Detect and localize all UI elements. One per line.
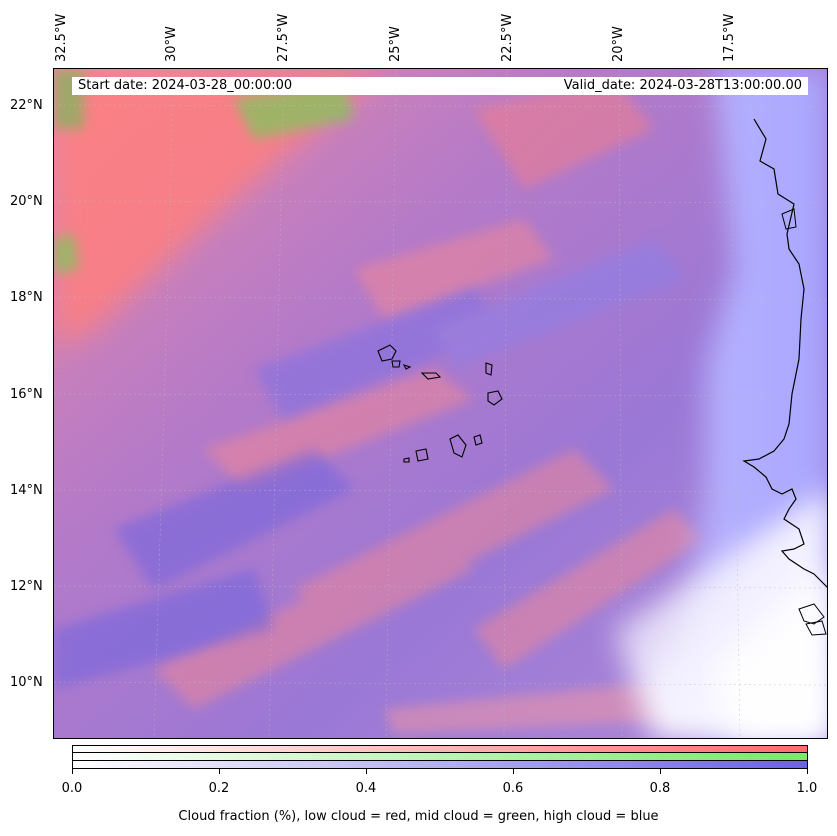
lon-label: 22.5°W	[500, 13, 515, 62]
lon-label: 25°W	[388, 26, 403, 62]
colorbar-tickmark	[366, 769, 367, 774]
lat-label: 18°N	[10, 290, 43, 305]
colorbar-tickmark	[807, 769, 808, 774]
lat-label: 20°N	[10, 194, 43, 209]
coastline-africa	[742, 118, 827, 588]
coastline-island	[798, 603, 825, 625]
cloud-fraction-map	[53, 68, 828, 739]
lon-label: 20°W	[611, 26, 626, 62]
colorbar-mid-cloud	[73, 753, 807, 761]
lon-label: 30°W	[164, 26, 179, 62]
coastline-island	[805, 620, 827, 636]
colorbar-tickmark	[219, 769, 220, 774]
colorbar-tickmark	[513, 769, 514, 774]
colorbar	[72, 745, 808, 769]
colorbar-tick-label: 0.0	[61, 781, 83, 796]
colorbar-low-cloud	[73, 746, 807, 754]
lat-label: 10°N	[10, 675, 43, 690]
lon-label: 27.5°W	[276, 13, 291, 62]
lat-label: 16°N	[10, 387, 43, 402]
valid-date-label: Valid_date: 2024-03-28T13:00:00.00	[557, 77, 808, 95]
colorbar-tick-label: 0.4	[355, 781, 377, 796]
lon-label: 17.5°W	[722, 13, 737, 62]
lat-label: 12°N	[10, 579, 43, 594]
colorbar-tick-label: 0.8	[649, 781, 671, 796]
lat-label: 14°N	[10, 483, 43, 498]
colorbar-tickmark	[660, 769, 661, 774]
colorbar-tick-label: 0.6	[502, 781, 524, 796]
colorbar-label: Cloud fraction (%), low cloud = red, mid…	[178, 809, 659, 824]
start-date-label: Start date: 2024-03-28_00:00:00	[72, 77, 299, 95]
cape-verde-islands	[377, 344, 503, 463]
lat-label: 22°N	[10, 98, 43, 113]
graticule	[54, 69, 827, 738]
colorbar-tickmark	[72, 769, 73, 774]
colorbar-high-cloud	[73, 760, 807, 768]
colorbar-tick-label: 0.2	[208, 781, 230, 796]
low-cloud-region	[54, 69, 384, 349]
clear-sky-corner	[714, 570, 827, 738]
coastline-island	[781, 208, 797, 230]
lon-label: 32.5°W	[54, 13, 69, 62]
map-canvas	[54, 69, 827, 738]
colorbar-tick-label: 1.0	[796, 781, 818, 796]
